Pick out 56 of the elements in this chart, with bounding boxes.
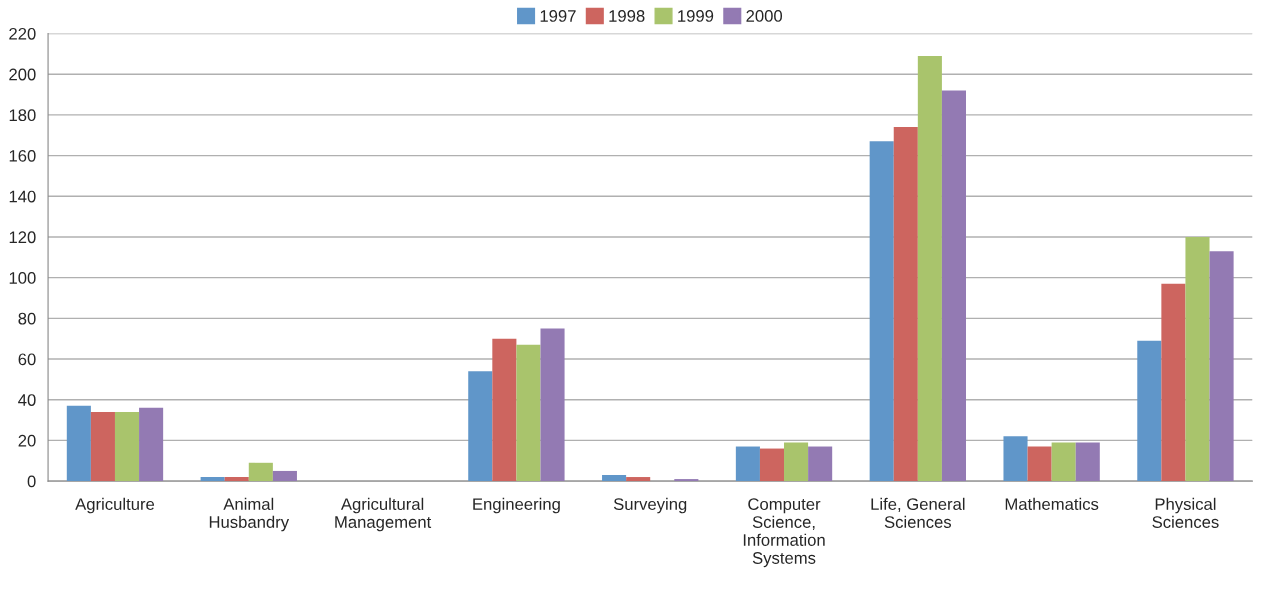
bar xyxy=(808,446,833,482)
y-tick-label: 60 xyxy=(18,353,36,366)
bar xyxy=(759,448,785,482)
y-tick-label: 120 xyxy=(9,231,36,244)
bar xyxy=(674,479,699,482)
bar xyxy=(200,477,225,482)
bar xyxy=(66,405,91,482)
y-tick-label: 0 xyxy=(27,475,36,488)
x-tick-label: Mathematics xyxy=(1005,497,1099,511)
bar xyxy=(540,328,565,482)
bar xyxy=(139,407,164,482)
x-tick-label: Engineering xyxy=(473,497,560,514)
x-tick-label: Animal Husbandry xyxy=(209,497,290,532)
bar xyxy=(626,477,651,482)
bar xyxy=(1185,236,1210,482)
x-tick-label: Surveying xyxy=(613,497,687,514)
y-tick-label: 180 xyxy=(9,109,36,122)
bar xyxy=(917,55,942,482)
x-tick-label: Agriculture xyxy=(75,497,155,514)
legend-label: 1999 xyxy=(678,10,714,22)
bar xyxy=(1137,340,1162,482)
bar xyxy=(893,127,918,482)
bar xyxy=(1209,251,1234,482)
bar xyxy=(90,411,115,482)
x-tick-label: Agricultural Management xyxy=(335,497,432,532)
x-tick-label: Physical Sciences xyxy=(1152,497,1219,528)
x-tick-label: Life, General Sciences xyxy=(871,497,965,528)
legend-label: 1997 xyxy=(540,10,576,22)
legend-label: 1998 xyxy=(609,10,645,22)
y-tick-label: 20 xyxy=(18,434,36,447)
bar xyxy=(492,338,517,482)
y-tick-label: 100 xyxy=(9,272,36,284)
legend-label: 2000 xyxy=(746,10,783,22)
y-tick-label: 40 xyxy=(18,394,36,406)
bar xyxy=(869,141,894,482)
bar xyxy=(784,442,809,482)
y-tick-label: 140 xyxy=(9,190,36,203)
bar xyxy=(516,344,541,482)
bar xyxy=(248,462,273,482)
bar xyxy=(602,475,627,482)
y-tick-label: 200 xyxy=(9,68,36,81)
bar xyxy=(735,446,760,482)
bar xyxy=(1051,442,1076,482)
y-tick-label: 160 xyxy=(9,149,36,162)
bar xyxy=(1027,446,1052,482)
bar xyxy=(1075,442,1100,482)
bar xyxy=(468,371,493,482)
bar xyxy=(272,470,297,482)
bar xyxy=(1003,436,1028,482)
bar xyxy=(224,477,249,482)
y-tick-label: 220 xyxy=(9,27,36,40)
y-tick-label: 80 xyxy=(18,312,36,325)
bar xyxy=(1161,283,1186,482)
bar xyxy=(941,90,966,482)
x-tick-label: Computer Science, Information Systems xyxy=(743,498,825,568)
bar xyxy=(114,411,140,482)
